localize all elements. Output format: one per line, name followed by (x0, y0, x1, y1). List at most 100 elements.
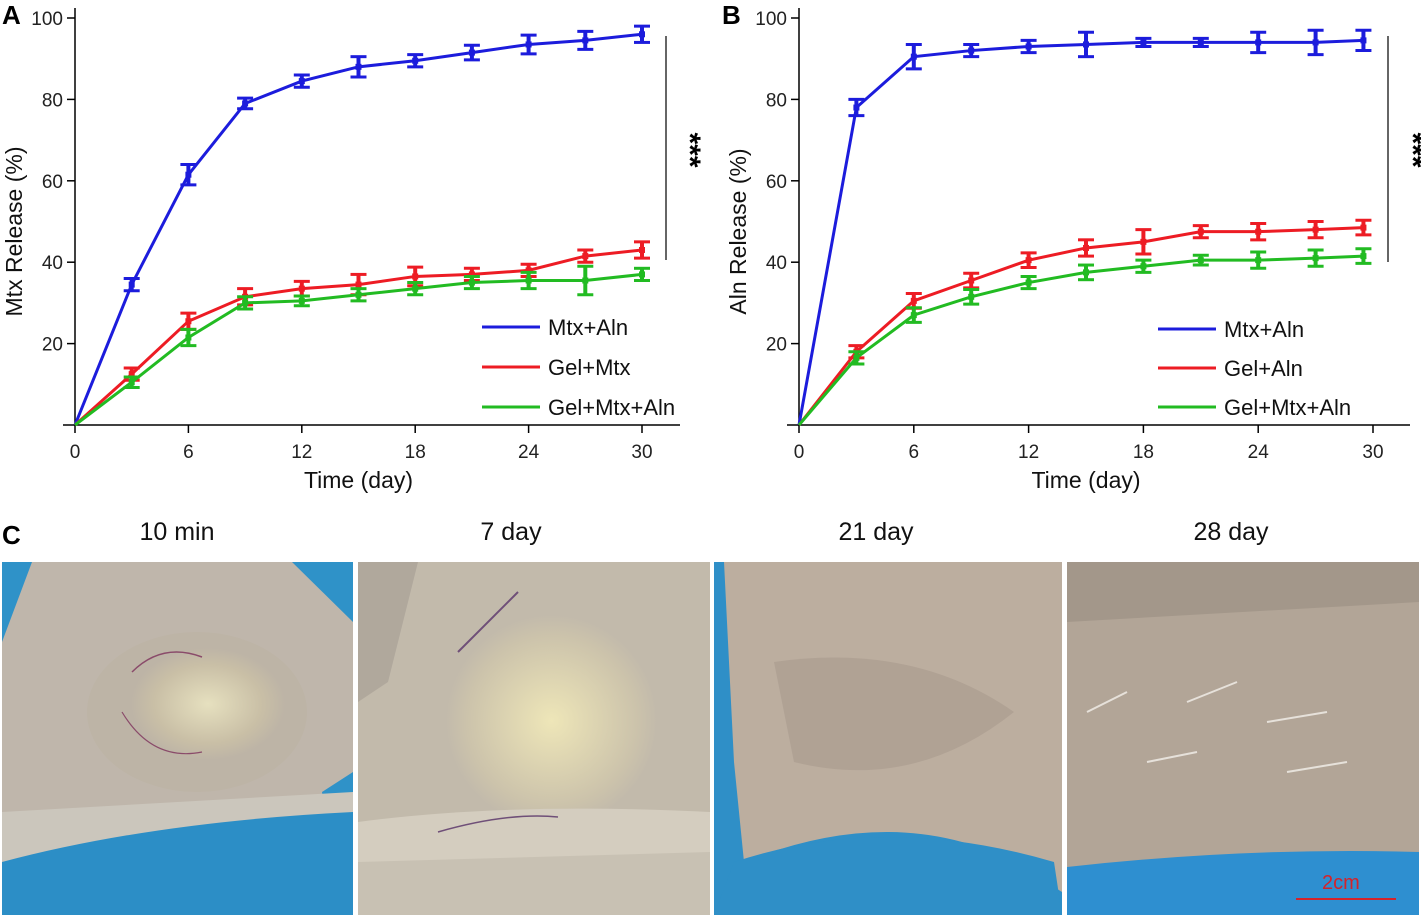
data-point (582, 277, 589, 284)
data-point (1360, 224, 1367, 231)
significance-marker: *** (1396, 132, 1421, 167)
data-point (1255, 39, 1262, 46)
chart-panel-a: A 20 40 60 80 100 0 6 12 18 24 30 Time (day) Mtx Rele… (1, 0, 706, 493)
photo-label-1: 10 min (139, 518, 215, 546)
photo-label-3: 21 day (838, 518, 914, 546)
data-point (1197, 39, 1204, 46)
data-point (1312, 255, 1319, 262)
data-point (910, 53, 917, 60)
data-point (1360, 253, 1367, 260)
y-tick-label: 20 (766, 335, 787, 356)
y-tick-label: 80 (42, 90, 63, 111)
tissue-photo-10min (2, 562, 353, 915)
data-point (582, 37, 589, 44)
data-point (1025, 279, 1032, 286)
x-tick-label: 18 (1133, 442, 1154, 463)
y-tick-label: 60 (766, 172, 787, 193)
data-point (128, 371, 135, 378)
data-point (1140, 238, 1147, 245)
legend-label: Mtx+Aln (1224, 317, 1304, 342)
data-point (468, 279, 475, 286)
data-point (1083, 244, 1089, 251)
data-point (853, 354, 860, 361)
chart-panel-b: B 20 40 60 80 100 0 6 12 18 24 30 Time (day) Aln Rele… (722, 0, 1421, 493)
photo-label-2: 7 day (480, 518, 542, 546)
data-point (910, 312, 917, 319)
y-tick-label: 100 (755, 9, 787, 30)
data-point (1140, 39, 1147, 46)
data-point (355, 63, 362, 70)
x-tick-label: 0 (794, 442, 805, 463)
data-point (298, 297, 305, 304)
panel-letter-b: B (722, 0, 741, 30)
panel-letter-a: A (2, 0, 21, 30)
data-point (355, 281, 362, 288)
series-gel-mtx (73, 240, 650, 427)
data-point (242, 100, 249, 107)
data-point (1025, 43, 1032, 50)
data-point (412, 285, 419, 292)
y-tick-label: 80 (766, 90, 787, 111)
x-tick-label: 18 (405, 442, 426, 463)
data-point (1140, 263, 1147, 270)
x-tick-label: 12 (291, 442, 312, 463)
data-point (128, 281, 135, 288)
data-point (910, 297, 917, 304)
y-tick-label: 100 (31, 9, 63, 30)
x-tick-label: 0 (70, 442, 81, 463)
y-tick-label: 20 (42, 335, 63, 356)
x-tick-label: 30 (1362, 442, 1383, 463)
photo-label-4: 28 day (1193, 518, 1269, 546)
data-point (853, 104, 860, 111)
data-point (639, 31, 645, 38)
legend-label: Gel+Aln (1224, 356, 1303, 381)
data-point (355, 291, 362, 298)
data-point (525, 267, 532, 274)
scale-bar (1296, 898, 1396, 900)
x-tick-label: 6 (183, 442, 194, 463)
legend-label: Gel+Mtx (548, 355, 631, 380)
x-tick-label: 24 (518, 442, 540, 463)
y-tick-label: 60 (42, 172, 63, 193)
data-point (185, 318, 192, 325)
significance-marker: *** (673, 132, 706, 167)
data-point (185, 334, 192, 341)
data-point (1312, 39, 1319, 46)
data-point (1197, 228, 1204, 235)
data-point (128, 379, 135, 386)
x-tick-label: 30 (631, 442, 652, 463)
data-point (639, 246, 645, 253)
y-axis-label: Aln Release (%) (725, 148, 751, 314)
data-point (1360, 37, 1367, 44)
legend-label: Gel+Mtx+Aln (1224, 395, 1351, 420)
x-tick-label: 6 (909, 442, 920, 463)
data-point (1255, 257, 1262, 264)
data-point (639, 271, 645, 278)
data-point (525, 277, 532, 284)
x-tick-label: 24 (1248, 442, 1270, 463)
data-point (582, 253, 589, 260)
data-point (1255, 228, 1262, 235)
series-gel-mtx-aln (74, 264, 650, 427)
data-point (468, 49, 475, 56)
data-point (298, 285, 305, 292)
tissue-photo-21day (714, 562, 1062, 915)
data-point (1312, 226, 1319, 233)
x-axis-label: Time (day) (304, 467, 413, 493)
data-point (1197, 257, 1204, 264)
legend-label: Gel+Mtx+Aln (548, 395, 675, 420)
x-tick-label: 12 (1018, 442, 1039, 463)
y-axis-label: Mtx Release (%) (1, 147, 27, 317)
series-mtx-aln (73, 24, 650, 426)
tissue-photo-28day (1067, 562, 1419, 915)
x-axis-label: Time (day) (1031, 467, 1140, 493)
data-point (1083, 41, 1089, 48)
scale-bar-label: 2cm (1322, 872, 1360, 894)
data-point (412, 273, 419, 280)
panel-letter-c: C (2, 520, 21, 550)
data-point (468, 271, 475, 278)
y-tick-label: 40 (42, 253, 63, 274)
series-mtx-aln (797, 28, 1372, 426)
legend-label: Mtx+Aln (548, 315, 628, 340)
